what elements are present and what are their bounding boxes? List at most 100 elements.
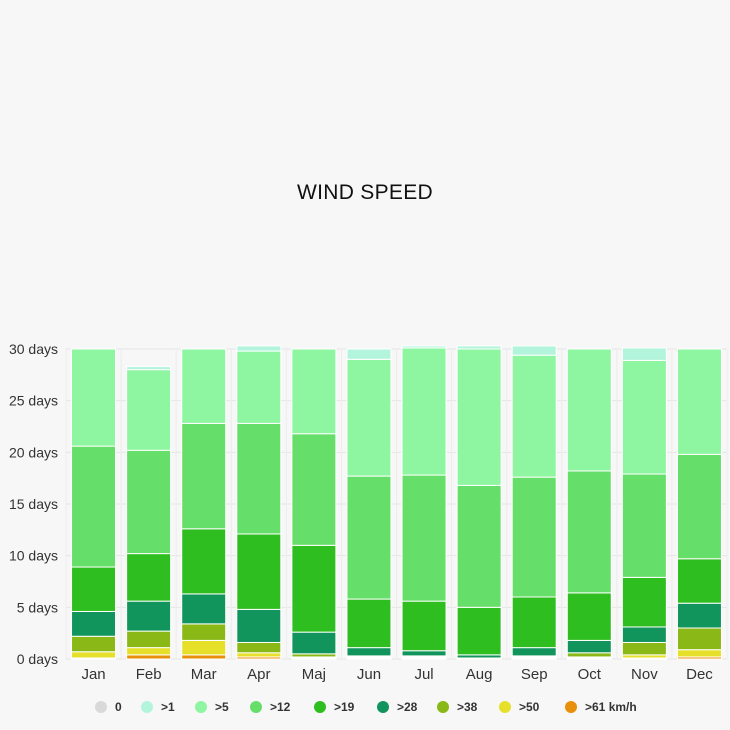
legend-label: >38 [457,700,478,714]
bar-segment [126,366,172,371]
bar-segment [71,651,117,659]
bar-segment [676,602,722,629]
x-tick-label: Apr [247,666,270,683]
x-tick-label: Jan [81,666,105,683]
bar-segment [621,347,667,361]
bar-segment [346,598,392,649]
bar-segment [401,650,447,657]
legend-item[interactable]: 0 [95,697,122,717]
bar-segment [126,369,172,451]
bar-segment [236,350,282,424]
legend-label: >19 [334,700,355,714]
legend-swatch-icon [250,701,262,713]
bar-segment [621,473,667,578]
bar-segment [511,345,557,356]
bar-segment [181,623,227,641]
bar-segment [291,433,337,546]
bar-segment [71,348,117,447]
bar-segment [181,654,227,660]
y-tick-label: 30 days [9,341,58,357]
x-tick-label: Feb [136,666,162,683]
bar-segment [676,627,722,651]
legend-item[interactable]: >12 [250,697,290,717]
legend-item[interactable]: >5 [195,697,229,717]
bar-segment [621,359,667,475]
bar-segment [236,641,282,654]
legend-swatch-icon [95,701,107,713]
legend-label: >28 [397,700,418,714]
y-tick-label: 5 days [17,599,58,615]
bar-segment [291,544,337,633]
chart-legend: 0 >1 >5 >12 >19 >28 >38 >50 >61 km/h [0,697,730,717]
legend-swatch-icon [437,701,449,713]
bar-segment [346,348,392,360]
bar-segment [291,348,337,435]
legend-item[interactable]: >38 [437,697,477,717]
y-tick-label: 10 days [9,548,58,564]
bar-segment [126,553,172,602]
bar-segment [346,647,392,657]
x-tick-label: Maj [302,666,326,683]
bar-segment [511,647,557,657]
bar-segment [236,608,282,643]
legend-swatch-icon [377,701,389,713]
legend-swatch-icon [499,701,511,713]
bar-segment [181,348,227,424]
bar-segment [566,639,612,654]
bar-segment [71,635,117,653]
bar-segment [236,533,282,610]
bar-segment [181,593,227,625]
x-tick-label: Aug [466,666,493,683]
legend-item[interactable]: >1 [141,697,175,717]
bar-segment [126,600,172,632]
y-tick-label: 25 days [9,393,58,409]
bar-segment [401,345,447,349]
bar-segment [566,592,612,641]
legend-swatch-icon [141,701,153,713]
legend-swatch-icon [565,701,577,713]
legend-swatch-icon [314,701,326,713]
bar-segment [511,354,557,478]
bar-segment [71,445,117,568]
bar-segment [346,358,392,477]
bar-segment [126,630,172,649]
bar-segment [566,470,612,594]
legend-label: >50 [519,700,540,714]
bar-segment [566,348,612,472]
bar-segment [126,654,172,660]
bar-segment [126,647,172,656]
bar-segment [511,476,557,598]
bar-segment [181,528,227,595]
bar-segment [401,474,447,602]
x-tick-label: Jul [414,666,433,683]
y-tick-label: 20 days [9,444,58,460]
bar-segment [236,652,282,658]
bar-segment [401,600,447,652]
bar-segment [401,347,447,476]
bar-segment [676,348,722,455]
legend-item[interactable]: >50 [499,697,539,717]
bar-segment [236,345,282,352]
bar-segment [621,626,667,643]
bar-segment [456,484,502,608]
legend-label: 0 [115,700,122,714]
y-tick-label: 15 days [9,496,58,512]
x-tick-label: Dec [686,666,713,683]
bar-segment [456,345,502,350]
bar-segment [456,606,502,656]
bar-segment [71,610,117,637]
bar-segment [511,596,557,649]
legend-label: >12 [270,700,291,714]
bar-segment [676,453,722,560]
bar-segment [566,652,612,658]
legend-item[interactable]: >61 km/h [565,697,637,717]
legend-swatch-icon [195,701,207,713]
bar-segment [181,639,227,656]
legend-item[interactable]: >19 [314,697,354,717]
x-tick-label: Mar [191,666,217,683]
legend-item[interactable]: >28 [377,697,417,717]
bar-segment [676,558,722,604]
legend-label: >61 km/h [585,700,637,714]
x-tick-label: Jun [357,666,381,683]
